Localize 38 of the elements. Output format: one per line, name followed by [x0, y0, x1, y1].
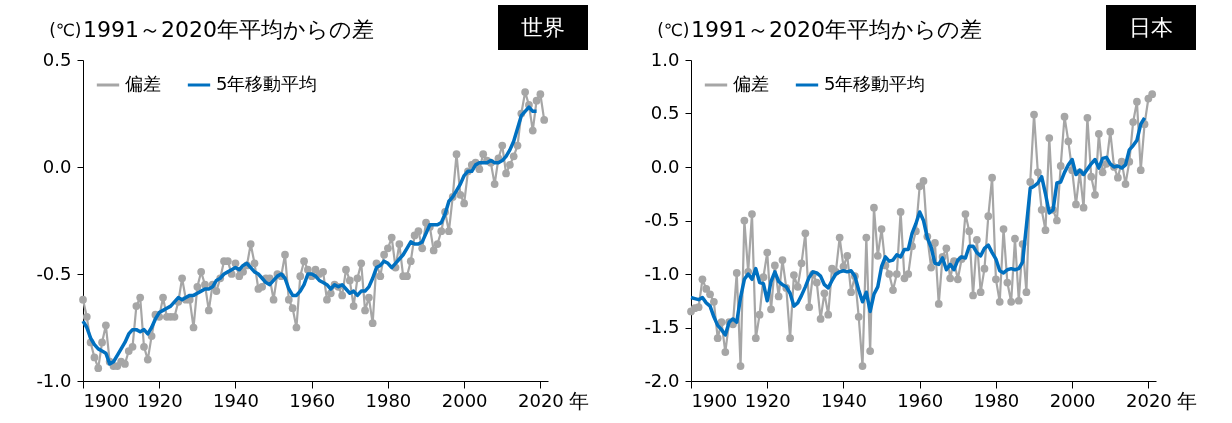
x-tick-label: 1900 — [691, 389, 738, 411]
y-tick-label: -1.5 — [644, 316, 680, 337]
legend-label: 偏差 — [733, 73, 769, 94]
x-tick-label: 1980 — [973, 389, 1020, 411]
y-axis-title: (℃) — [49, 19, 82, 40]
y-tick-label: -0.5 — [644, 209, 680, 230]
x-axis-title: 年 — [1176, 388, 1197, 413]
y-tick-label: -2.0 — [644, 369, 680, 391]
x-tick-label: 1960 — [897, 389, 944, 411]
y-tick-label: -1.0 — [36, 369, 72, 391]
x-tick-label: 2000 — [1049, 389, 1096, 411]
x-tick-label: 1920 — [136, 389, 183, 411]
x-tick-label: 1920 — [744, 389, 791, 411]
x-axis-title: 年 — [568, 388, 589, 413]
y-tick-label: 0.5 — [650, 102, 680, 123]
x-tick-label: 2020 — [1125, 389, 1172, 411]
y-axis-title: (℃) — [657, 19, 690, 40]
x-tick-label: 1900 — [83, 389, 130, 411]
line-series — [689, 116, 1147, 337]
x-tick-label: 2020 — [517, 389, 564, 411]
y-tick-label: 0.5 — [42, 48, 72, 70]
chart-title: 1991～2020年平均からの差 — [83, 17, 374, 42]
x-tick-label: 1940 — [821, 389, 867, 411]
legend-label: 5年移動平均 — [216, 73, 318, 94]
y-tick-label: -1.0 — [644, 262, 680, 284]
x-tick-label: 1940 — [213, 389, 259, 411]
legend-label: 偏差 — [125, 73, 161, 94]
legend-label: 5年移動平均 — [824, 73, 926, 94]
y-tick-label: 0.0 — [650, 155, 680, 177]
text: 世界 — [521, 15, 565, 40]
chart-title: 1991～2020年平均からの差 — [691, 17, 982, 42]
x-tick-label: 1960 — [289, 389, 336, 411]
y-tick-label: 0.0 — [42, 155, 72, 177]
x-tick-label: 1980 — [365, 389, 412, 411]
y-tick-label: -0.5 — [36, 262, 72, 284]
x-tick-label: 2000 — [441, 389, 488, 411]
y-tick-label: 1.0 — [650, 48, 680, 70]
text: 日本 — [1129, 15, 1173, 40]
